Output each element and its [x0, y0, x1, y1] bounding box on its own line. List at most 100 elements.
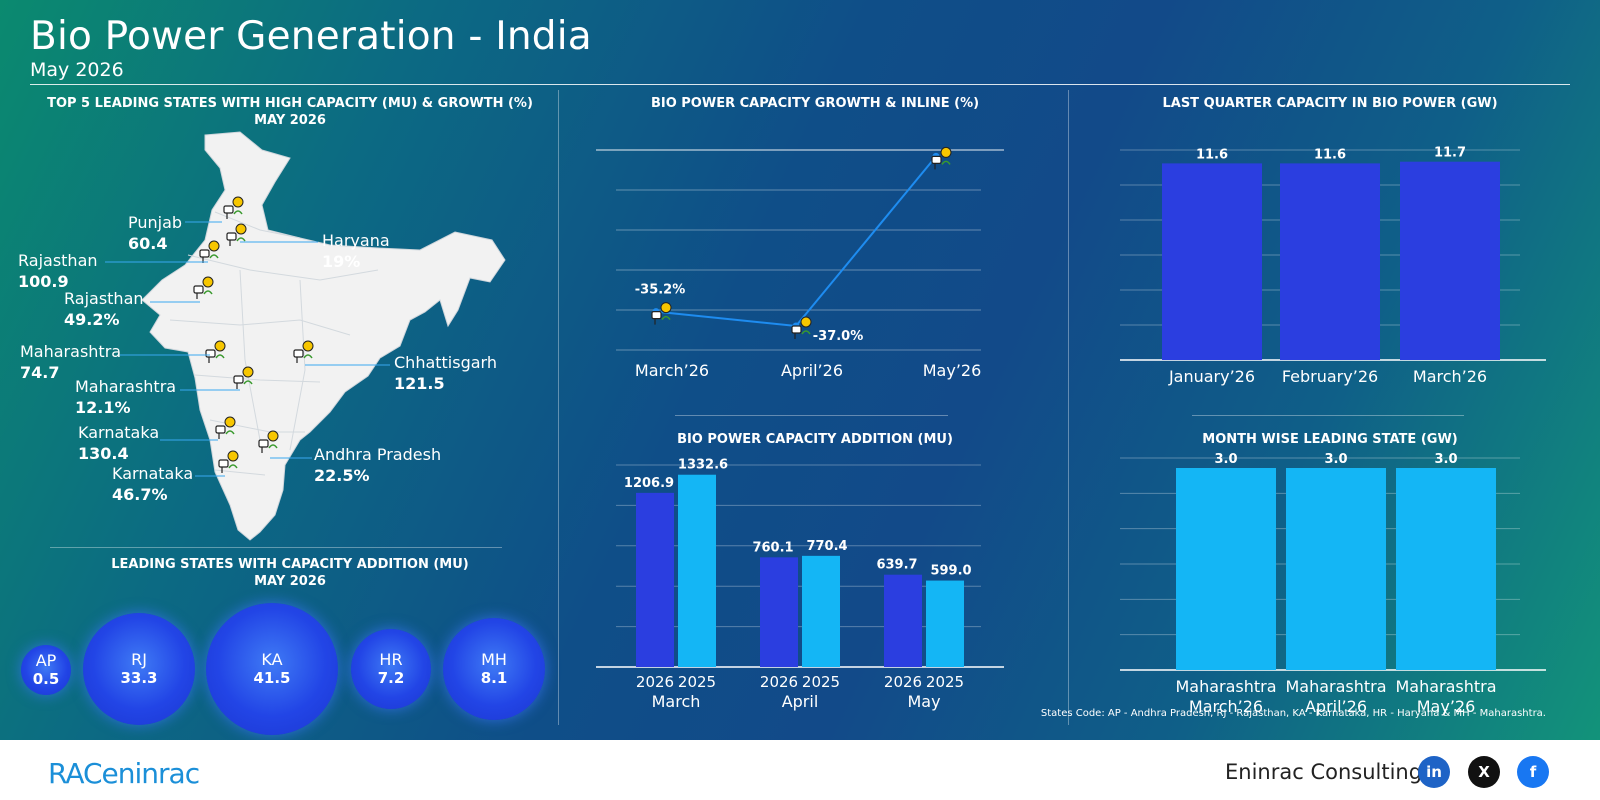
map-label-chhattisgarh: Chhattisgarh 121.5	[394, 353, 497, 393]
grouped-bar-chart-title: BIO POWER CAPACITY ADDITION (MU)	[677, 432, 953, 447]
map-label-karnataka-growth: Karnataka 46.7%	[112, 464, 194, 504]
plug-bulb-icon	[193, 276, 214, 299]
map-label-rajasthan-growth: Rajasthan 49.2%	[64, 289, 144, 329]
growth-x-tick-label: May’26	[923, 361, 982, 380]
bubbles-panel-title-line1: LEADING STATES WITH CAPACITY ADDITION (M…	[111, 557, 469, 572]
series-year-label: 2025	[926, 673, 964, 691]
leading-state-bar-period-label: March’26	[1189, 697, 1263, 716]
plug-bulb-icon	[293, 340, 314, 363]
plug-bulb-icon	[233, 366, 254, 389]
right-divider	[1192, 415, 1464, 416]
plug-bulb-icon	[931, 146, 952, 170]
plug-bulb-icon	[223, 196, 244, 219]
header-divider	[30, 84, 1570, 85]
bubble-hr: HR 7.2	[351, 629, 431, 709]
map-leaders	[105, 221, 390, 477]
map-label-punjab: Punjab 60.4	[128, 213, 183, 253]
capacity-addition-value-label: 760.1	[752, 540, 793, 555]
quarter-capacity-bar-category-label: January’26	[1168, 367, 1255, 386]
bubble-value: 41.5	[253, 669, 291, 687]
bubble-rj: RJ 33.3	[83, 613, 195, 725]
bubble-code: KA	[261, 650, 283, 669]
growth-series-line	[655, 155, 937, 328]
quarter-capacity-bar-category-label: March’26	[1413, 367, 1487, 386]
leading-state-chart-title: MONTH WISE LEADING STATE (GW)	[1202, 432, 1458, 447]
bubble-value: 0.5	[32, 670, 60, 688]
growth-x-tick-label: April’26	[781, 361, 843, 380]
leading-state-bar	[1396, 468, 1496, 670]
plug-bulb-icon	[651, 302, 672, 325]
page-subtitle: May 2026	[30, 59, 124, 81]
india-map	[141, 131, 506, 541]
capacity-addition-bar	[636, 492, 674, 667]
growth-data-label: -35.2%	[635, 283, 686, 298]
footer	[0, 740, 1600, 800]
capacity-addition-category-label: April	[782, 692, 819, 711]
column-divider-1	[558, 90, 559, 725]
series-year-label: 2026	[884, 673, 922, 691]
map-panel-title-line1: TOP 5 LEADING STATES WITH HIGH CAPACITY …	[47, 96, 533, 111]
facebook-icon[interactable]: f	[1517, 756, 1549, 788]
bubbles-panel-title-line2: MAY 2026	[254, 574, 326, 589]
map-label-maharashtra-capacity: Maharashtra 74.7	[20, 342, 122, 382]
plug-bulb-icon	[218, 450, 239, 473]
series-year-label: 2026	[760, 673, 798, 691]
linkedin-icon[interactable]: in	[1418, 756, 1450, 788]
leading-state-bar	[1176, 468, 1276, 670]
capacity-addition-category-label: March	[652, 692, 701, 711]
bubble-ap: AP 0.5	[21, 645, 71, 695]
bubble-ka: KA 41.5	[206, 603, 338, 735]
bubble-code: HR	[379, 650, 403, 669]
growth-data-label: -37.0%	[813, 329, 864, 344]
bubble-code: MH	[481, 650, 507, 669]
capacity-addition-bar	[884, 574, 922, 667]
plug-icons	[193, 196, 314, 473]
quarter-capacity-bar	[1280, 163, 1380, 360]
bubble-code: RJ	[131, 650, 147, 669]
company-name: Eninrac Consulting	[1225, 760, 1423, 784]
bubble-code: AP	[35, 651, 57, 670]
line-chart: -35.2% March’26 -37.0% April’26 -15.8% May’26	[596, 140, 1004, 380]
bubble-mh: MH 8.1	[443, 618, 545, 720]
leading-state-bar-value-label: 3.0	[1324, 452, 1347, 467]
capacity-addition-bar	[678, 474, 716, 667]
capacity-addition-value-label: 1332.6	[678, 458, 728, 473]
plug-bulb-icon	[199, 240, 220, 263]
plug-bulb-icon	[215, 416, 236, 439]
logo-sub: eninrac	[101, 757, 201, 790]
plug-bulb-icon	[258, 430, 279, 453]
leading-state-bar-category-label: Maharashtra	[1175, 677, 1276, 696]
infographic-canvas: Bio Power Generation - India May 2026 TO…	[0, 0, 1600, 740]
eninrac-logo[interactable]: RACeninrac	[48, 757, 201, 790]
bubbles-divider	[50, 547, 502, 548]
bubbles-panel-title: LEADING STATES WITH CAPACITY ADDITION (M…	[40, 556, 540, 590]
map-label-haryana: Haryana 19%	[322, 231, 390, 271]
map-panel-title: TOP 5 LEADING STATES WITH HIGH CAPACITY …	[40, 95, 540, 129]
map-panel-title-line2: MAY 2026	[254, 113, 326, 128]
mid-divider	[675, 415, 948, 416]
map-label-maharashtra-growth: Maharashtra 12.1%	[75, 377, 177, 417]
leading-state-bar-category-label: Maharashtra	[1285, 677, 1386, 696]
logo-main: RAC	[48, 757, 103, 790]
map-state-borders	[169, 211, 379, 476]
capacity-addition-bar	[802, 555, 840, 667]
capacity-addition-value-label: 639.7	[876, 558, 917, 573]
leading-state-bar-period-label: May’26	[1417, 697, 1476, 716]
grouped-bar-chart: 1206.920261332.62025March760.12026770.42…	[596, 458, 1004, 711]
quarter-capacity-bar-value-label: 11.6	[1314, 147, 1346, 162]
footnote: States Code: AP - Andhra Pradesh, RJ - R…	[1040, 708, 1546, 719]
page-title: Bio Power Generation - India	[30, 14, 592, 59]
growth-x-tick-label: March’26	[635, 361, 709, 380]
capacity-addition-category-label: May	[907, 692, 940, 711]
quarter-bar-chart-title: LAST QUARTER CAPACITY IN BIO POWER (GW)	[1162, 96, 1498, 111]
capacity-addition-value-label: 1206.9	[624, 476, 674, 491]
x-icon[interactable]: X	[1468, 756, 1500, 788]
quarter-capacity-bar-value-label: 11.6	[1196, 147, 1228, 162]
leading-state-bar-value-label: 3.0	[1434, 452, 1457, 467]
quarter-bar-chart: 11.6 January’26 11.6 February’26 11.7 March’2…	[1120, 146, 1546, 386]
capacity-addition-value-label: 599.0	[930, 564, 971, 579]
line-chart-title: BIO POWER CAPACITY GROWTH & INLINE (%)	[650, 96, 980, 111]
map-label-rajasthan-capacity: Rajasthan 100.9	[18, 251, 98, 291]
series-year-label: 2025	[678, 673, 716, 691]
growth-data-label: -15.8%	[871, 140, 922, 142]
